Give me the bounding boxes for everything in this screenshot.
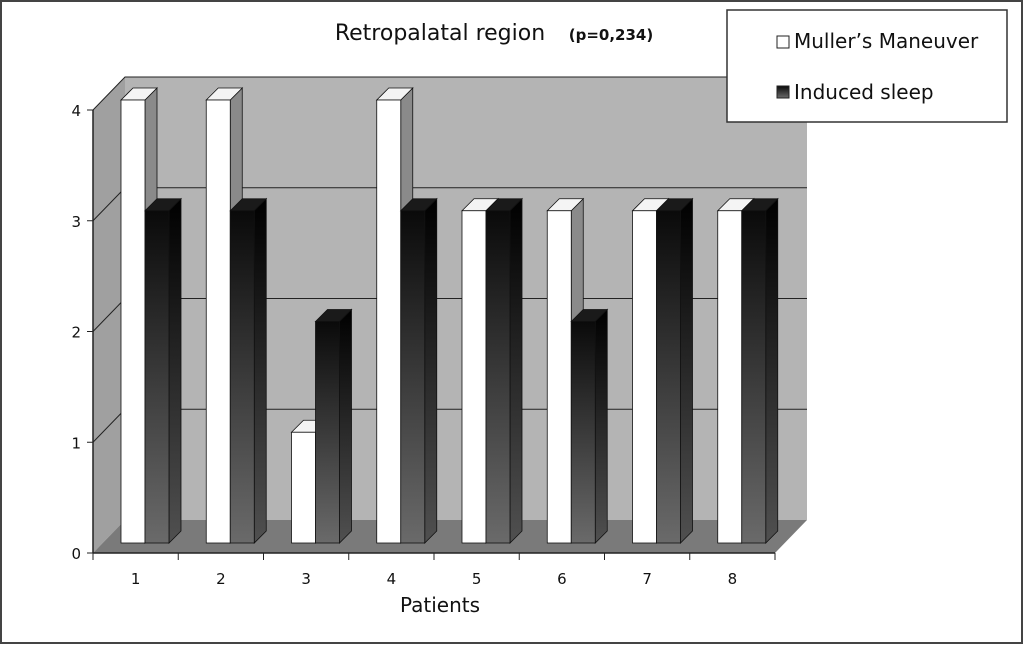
bar-side xyxy=(594,308,608,544)
bar-induced-sleep xyxy=(399,197,438,544)
bar-induced-sleep xyxy=(229,197,268,544)
bar-induced-sleep xyxy=(485,197,523,544)
bar-front xyxy=(717,210,743,544)
floor xyxy=(93,520,807,553)
x-tick-label: 2 xyxy=(216,570,226,588)
bar-front xyxy=(461,210,487,544)
bar-front xyxy=(741,210,767,544)
bar-front xyxy=(400,210,426,544)
bar-side xyxy=(339,308,352,544)
bar-side xyxy=(765,197,779,544)
gridline xyxy=(92,76,807,111)
bar-front xyxy=(656,210,681,544)
legend: Muller’s Maneuver Induced sleep xyxy=(726,9,1008,123)
bar-side xyxy=(168,197,182,544)
y-tick-label: 3 xyxy=(71,213,81,231)
x-tick-label: 8 xyxy=(728,570,738,588)
legend-swatch-induced xyxy=(776,85,790,99)
chart-subtitle: (p=0,234) xyxy=(569,26,653,44)
bar-front xyxy=(570,321,596,544)
x-tick-label: 1 xyxy=(131,570,141,588)
bar-side xyxy=(253,197,267,544)
bar-induced-sleep xyxy=(314,308,353,544)
bar-induced-sleep xyxy=(144,197,182,544)
bar-side xyxy=(680,197,693,544)
legend-label-muller: Muller’s Maneuver xyxy=(794,29,979,53)
chart-title: Retropalatal region xyxy=(335,21,545,46)
bar-side xyxy=(424,197,438,544)
legend-label-induced: Induced sleep xyxy=(794,80,934,104)
bar-front xyxy=(229,210,255,544)
bar-side xyxy=(509,197,523,544)
x-tick-label: 3 xyxy=(301,570,311,588)
y-tick-label: 2 xyxy=(71,324,81,342)
bar-front xyxy=(485,210,511,544)
y-tick-label: 1 xyxy=(71,434,81,452)
bar-front xyxy=(632,210,657,544)
x-tick-label: 5 xyxy=(472,570,482,588)
x-tick-label: 4 xyxy=(387,570,397,588)
bar-front xyxy=(546,210,572,544)
legend-swatch-muller xyxy=(776,35,790,49)
bar-induced-sleep xyxy=(740,197,779,544)
bar-induced-sleep xyxy=(655,197,694,544)
bar-induced-sleep xyxy=(570,308,609,544)
y-tick-label: 0 xyxy=(71,545,81,563)
bar-front xyxy=(205,99,231,544)
legend-box xyxy=(726,9,1008,123)
bar-front xyxy=(144,210,170,544)
y-tick-label: 4 xyxy=(71,102,81,120)
x-tick-label: 6 xyxy=(557,570,567,588)
x-tick-label: 7 xyxy=(642,570,652,588)
x-axis-label: Patients xyxy=(400,593,480,617)
bar-front xyxy=(315,321,340,544)
bar-front xyxy=(291,431,316,544)
bar-front xyxy=(376,99,402,544)
bar-front xyxy=(120,99,146,544)
